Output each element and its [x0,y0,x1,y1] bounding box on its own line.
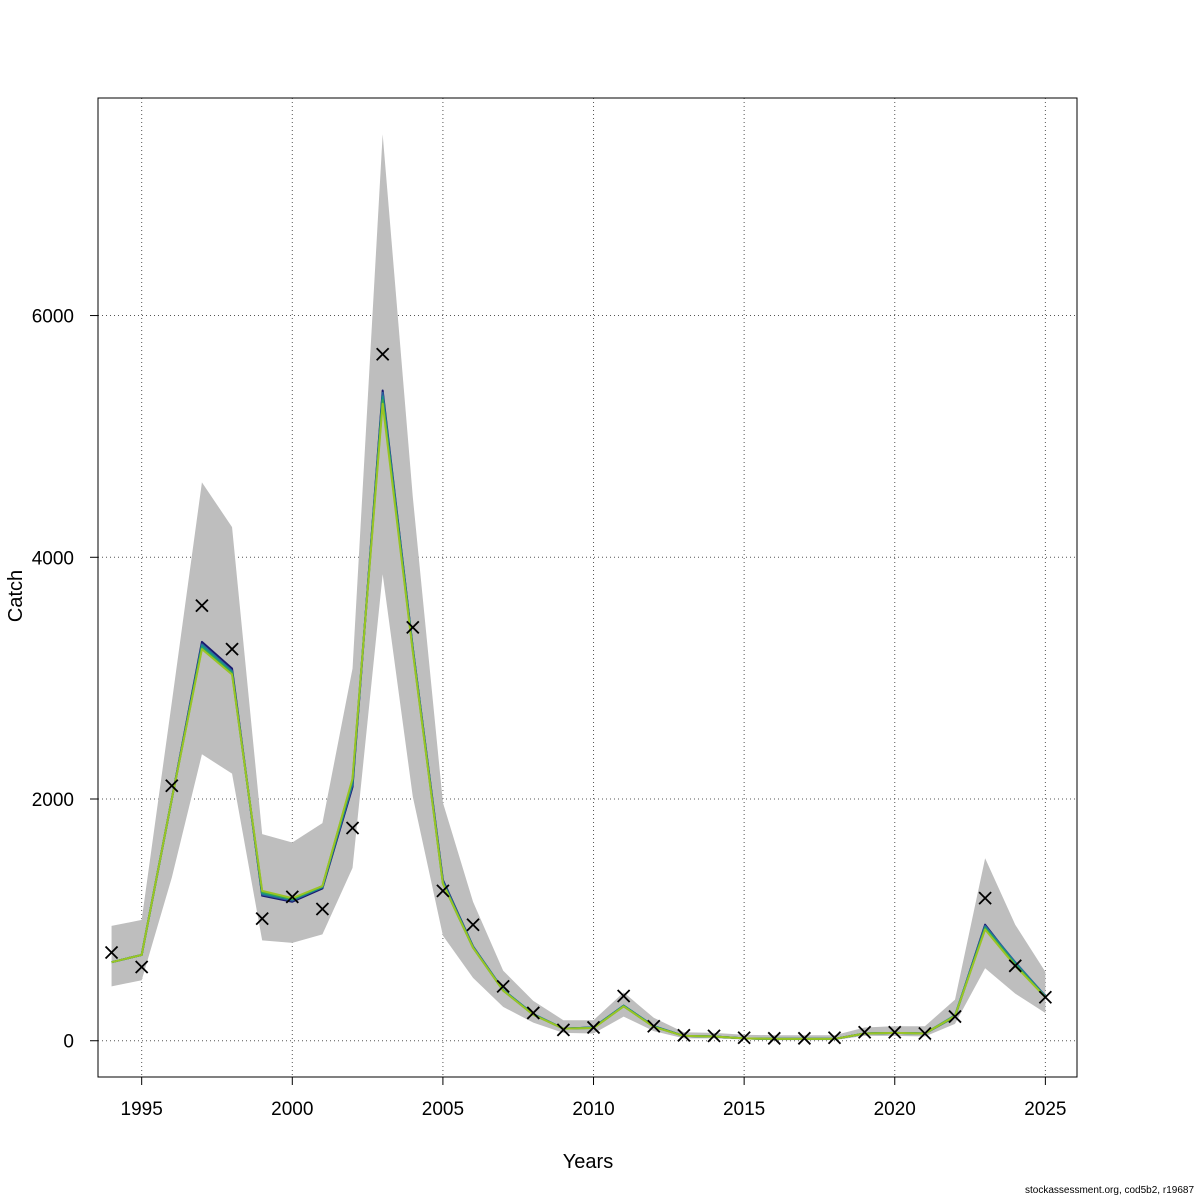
x-tick-label: 2000 [271,1099,313,1120]
y-tick-label: 4000 [32,548,74,569]
series-line-1 [111,389,1047,1040]
series-line-4 [111,399,1047,1040]
y-axis: 0 2000 4000 6000 [32,307,98,1053]
x-tick-label: 2015 [723,1099,765,1120]
observed-point [978,891,992,905]
series-line-5 [111,402,1047,1040]
observed-point [466,918,480,932]
series-line-2 [111,391,1047,1040]
observed-point [225,642,239,656]
observed-point [406,620,420,635]
x-tick-label: 2025 [1024,1099,1066,1120]
confidence-band [111,134,1046,1041]
y-tick-label: 6000 [32,307,74,328]
x-tick-label: 2010 [572,1099,614,1120]
x-axis: 1995 2000 2005 2010 2015 2020 2025 [121,1077,1067,1120]
observed-point [767,1031,781,1045]
observed-point [315,902,330,916]
observed-points [104,347,1053,1045]
observed-point [827,1031,842,1045]
y-tick-label: 2000 [32,790,74,811]
observed-point [345,821,360,835]
x-tick-label: 1995 [121,1099,163,1120]
observed-point [285,890,299,904]
observed-point [165,779,179,793]
observed-point [376,347,390,361]
footer-credit: stockassessment.org, cod5b2, r19687 [1025,1185,1194,1196]
y-tick-label: 0 [63,1032,74,1053]
grid-lines [98,98,1077,1077]
y-axis-title: Catch [5,570,27,622]
observed-point [797,1031,812,1045]
observed-point [526,1006,540,1020]
confidence-band-area [111,134,1046,1041]
observed-point [857,1025,872,1039]
series-line-3 [111,395,1047,1040]
observed-point [1008,959,1022,973]
observed-point [255,912,269,926]
x-tick-label: 2005 [422,1099,464,1120]
observed-point [948,1009,962,1024]
observed-point [707,1029,721,1043]
observed-point [1038,990,1053,1004]
observed-point [888,1025,902,1039]
observed-point [436,884,450,898]
series-lines [111,389,1047,1040]
x-axis-title: Years [563,1151,613,1173]
observed-point [918,1026,932,1041]
observed-point [586,1020,601,1035]
observed-point [496,979,510,993]
plot-frame [97,97,1078,1078]
observed-point [647,1019,661,1033]
observed-point [556,1023,571,1037]
observed-point [104,945,119,960]
observed-point [677,1028,691,1042]
observed-point [195,598,209,613]
x-tick-label: 2020 [874,1099,916,1120]
observed-point [617,989,631,1003]
observed-point [737,1031,751,1045]
observed-point [135,960,149,974]
